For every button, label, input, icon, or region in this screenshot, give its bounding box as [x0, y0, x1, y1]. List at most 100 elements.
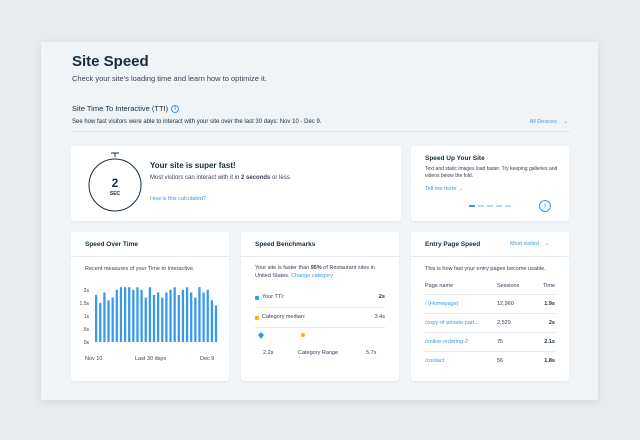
tti-bar[interactable]	[128, 287, 131, 342]
y-tick-label: 1s	[84, 314, 90, 320]
tti-bar[interactable]	[99, 302, 102, 342]
tti-bar[interactable]	[157, 292, 160, 342]
tti-bar[interactable]	[169, 289, 172, 342]
tti-bar[interactable]	[119, 287, 123, 342]
site-speed-page: Site Speed Check your site's loading tim…	[41, 42, 598, 400]
sessions-count: 12,960	[497, 301, 514, 307]
range-title: Category Range	[298, 350, 339, 356]
tti-bar-chart: 0s .5s 1s 1.5s 2s	[80, 287, 218, 346]
tti-bar[interactable]	[210, 300, 214, 342]
table-row[interactable]: /contact 56 1.8s	[425, 351, 555, 370]
carousel-dot[interactable]	[496, 205, 502, 207]
card-divider	[411, 256, 569, 257]
tti-bar[interactable]	[181, 289, 185, 342]
your-tti-dot	[255, 296, 259, 300]
tti-bar[interactable]	[115, 289, 118, 342]
range-max-label: 5.7s	[366, 350, 377, 356]
chevron-right-icon: ›	[543, 200, 547, 210]
y-tick-label: 1.5s	[80, 301, 90, 307]
tti-bar[interactable]	[173, 287, 176, 342]
column-header-time: Time	[542, 283, 555, 289]
page-link[interactable]: / (Homepage)	[425, 301, 459, 307]
tti-bar[interactable]	[144, 297, 147, 342]
page-link[interactable]: /copy-of-private-part...	[425, 320, 479, 326]
sessions-count: 56	[497, 358, 504, 364]
sessions-count: 75	[497, 339, 504, 345]
speed-over-time-description: Recent measures of your Time to Interact…	[85, 266, 195, 272]
tti-bar[interactable]	[161, 297, 164, 342]
entry-page-title: Entry Page Speed	[425, 241, 481, 248]
entry-page-description: This is how fast your entry pages become…	[425, 266, 546, 272]
tti-bar[interactable]	[185, 287, 189, 342]
sort-dropdown-label: Most visited	[510, 241, 540, 247]
carousel-dot[interactable]	[478, 205, 484, 207]
tti-bar[interactable]	[136, 287, 139, 342]
your-tti-label: Your TTI:	[262, 294, 285, 300]
tti-bar[interactable]	[190, 292, 193, 342]
change-category-link[interactable]: Change category	[291, 272, 333, 279]
tti-description: See how fast visitors were able to inter…	[72, 119, 322, 125]
page-link[interactable]: /contact	[425, 358, 445, 364]
your-tti-value: 2s	[378, 294, 385, 300]
benchmark-range-chart	[258, 332, 305, 339]
category-median-label: Category median:	[262, 314, 306, 320]
tti-bar[interactable]	[140, 289, 143, 342]
speed-status-card: 2 SEC Your site is super fast! Most visi…	[71, 146, 401, 221]
tell-me-more-link[interactable]: Tell me more →	[425, 186, 464, 192]
carousel-dots	[469, 205, 511, 207]
tti-bar[interactable]	[111, 297, 114, 342]
calculation-link[interactable]: How is this calculated?	[150, 196, 206, 202]
tti-bar[interactable]	[206, 289, 209, 342]
page-link[interactable]: /online-ordering-2	[425, 339, 469, 345]
tti-bar[interactable]	[165, 292, 168, 342]
x-label-range: Last 30 days	[135, 356, 167, 362]
carousel-dot[interactable]	[487, 205, 493, 207]
your-tti-marker	[258, 332, 264, 339]
table-row[interactable]: /online-ordering-2 75 2.1s	[425, 332, 555, 351]
info-icon[interactable]: i	[171, 104, 180, 113]
load-time: 1.9s	[544, 301, 555, 307]
load-time: 1.8s	[544, 358, 555, 364]
chevron-down-icon: ⌄	[563, 119, 568, 125]
benchmark-summary: Your site is faster than 95% of Restaura…	[255, 265, 390, 280]
page-subtitle: Check your site's loading time and learn…	[72, 74, 267, 83]
tti-bar[interactable]	[214, 305, 218, 342]
card-divider	[241, 256, 399, 257]
tti-bar[interactable]	[103, 292, 106, 342]
benchmark-percent: 95%	[310, 265, 322, 271]
benchmarks-title: Speed Benchmarks	[255, 241, 316, 248]
table-row[interactable]: / (Homepage) 12,960 1.9s	[425, 294, 555, 313]
tti-bar[interactable]	[177, 295, 180, 342]
load-time: 2.1s	[544, 339, 555, 345]
tti-bar[interactable]	[95, 295, 98, 342]
status-headline: Your site is super fast!	[150, 161, 236, 170]
sort-dropdown[interactable]: Most visited ⌄	[510, 241, 549, 247]
tti-bar[interactable]	[194, 297, 197, 342]
tti-bar[interactable]	[132, 289, 135, 342]
tti-bar[interactable]	[123, 287, 127, 342]
carousel-dot[interactable]	[469, 205, 475, 207]
column-header-page: Page name	[425, 283, 454, 289]
arrow-right-icon: →	[458, 186, 464, 192]
tti-bar[interactable]	[152, 295, 156, 342]
chevron-down-icon: ⌄	[544, 241, 550, 247]
tell-me-more-text: Tell me more	[425, 186, 457, 192]
category-median-marker	[301, 333, 305, 337]
next-tip-button[interactable]: ›	[539, 200, 551, 212]
stopwatch-gauge	[88, 152, 142, 212]
tti-bar[interactable]	[107, 300, 110, 342]
gauge-value: 2	[111, 176, 119, 190]
speed-tips-card: Speed Up Your Site Text and static image…	[411, 146, 569, 221]
carousel-dot[interactable]	[505, 205, 511, 207]
column-header-sessions: Sessions	[497, 283, 520, 289]
table-row[interactable]: /copy-of-private-part... 2,529 2s	[425, 313, 555, 332]
entry-page-table: / (Homepage) 12,960 1.9s/copy-of-private-p…	[425, 294, 555, 370]
tti-bar[interactable]	[198, 287, 201, 342]
devices-dropdown[interactable]: All Devices ⌄	[530, 119, 568, 125]
category-median-dot	[255, 316, 259, 320]
tti-bar[interactable]	[148, 287, 152, 342]
x-label-end: Dec 9	[200, 356, 215, 362]
card-divider	[71, 256, 229, 257]
tti-bar[interactable]	[202, 292, 205, 342]
x-label-start: Nov 10	[85, 356, 103, 362]
